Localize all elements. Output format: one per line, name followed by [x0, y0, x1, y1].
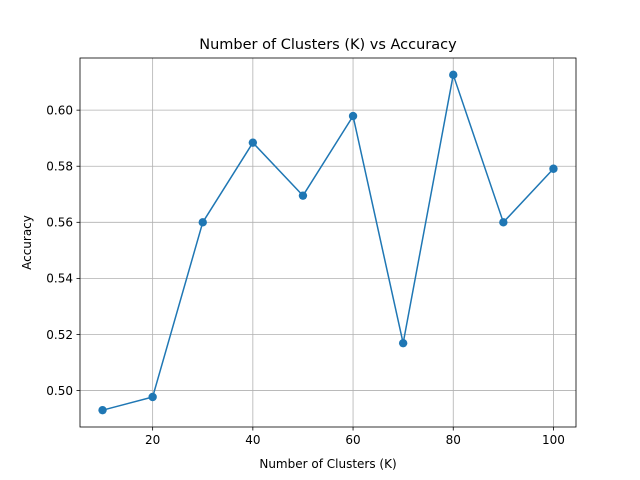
x-tick-label: 60: [345, 433, 360, 447]
data-point: [348, 111, 358, 121]
x-tick-label: 20: [145, 433, 160, 447]
data-point: [248, 138, 258, 147]
data-point: [198, 218, 207, 227]
y-tick-label: 0.58: [46, 160, 73, 174]
data-point: [449, 70, 458, 80]
data-point: [499, 218, 508, 227]
x-tick-label: 80: [446, 433, 461, 447]
y-tick-label: 0.56: [46, 216, 73, 230]
chart-title: Number of Clusters (K) vs Accuracy: [199, 37, 457, 53]
y-axis-label: Accuracy: [20, 215, 34, 270]
data-point: [398, 338, 408, 348]
data-point: [298, 191, 308, 200]
series-line: [102, 74, 554, 411]
y-tick-label: 0.50: [46, 384, 73, 398]
plot-area-frame: [79, 57, 577, 428]
x-axis-label: Number of Clusters (K): [259, 457, 396, 471]
x-tick-label: 40: [245, 433, 260, 447]
data-point: [549, 164, 558, 173]
y-tick-label: 0.54: [46, 272, 73, 286]
x-tick-label: 100: [542, 433, 565, 447]
y-axis-ticks: 0.50 0.52 0.54 0.56 0.58 0.60: [46, 103, 80, 398]
data-point: [98, 405, 107, 415]
y-tick-label: 0.60: [46, 103, 73, 117]
series-group: [98, 70, 558, 415]
x-axis-ticks: 20 40 60 80 100: [145, 427, 565, 447]
data-point: [148, 392, 157, 402]
y-tick-label: 0.52: [46, 328, 73, 342]
